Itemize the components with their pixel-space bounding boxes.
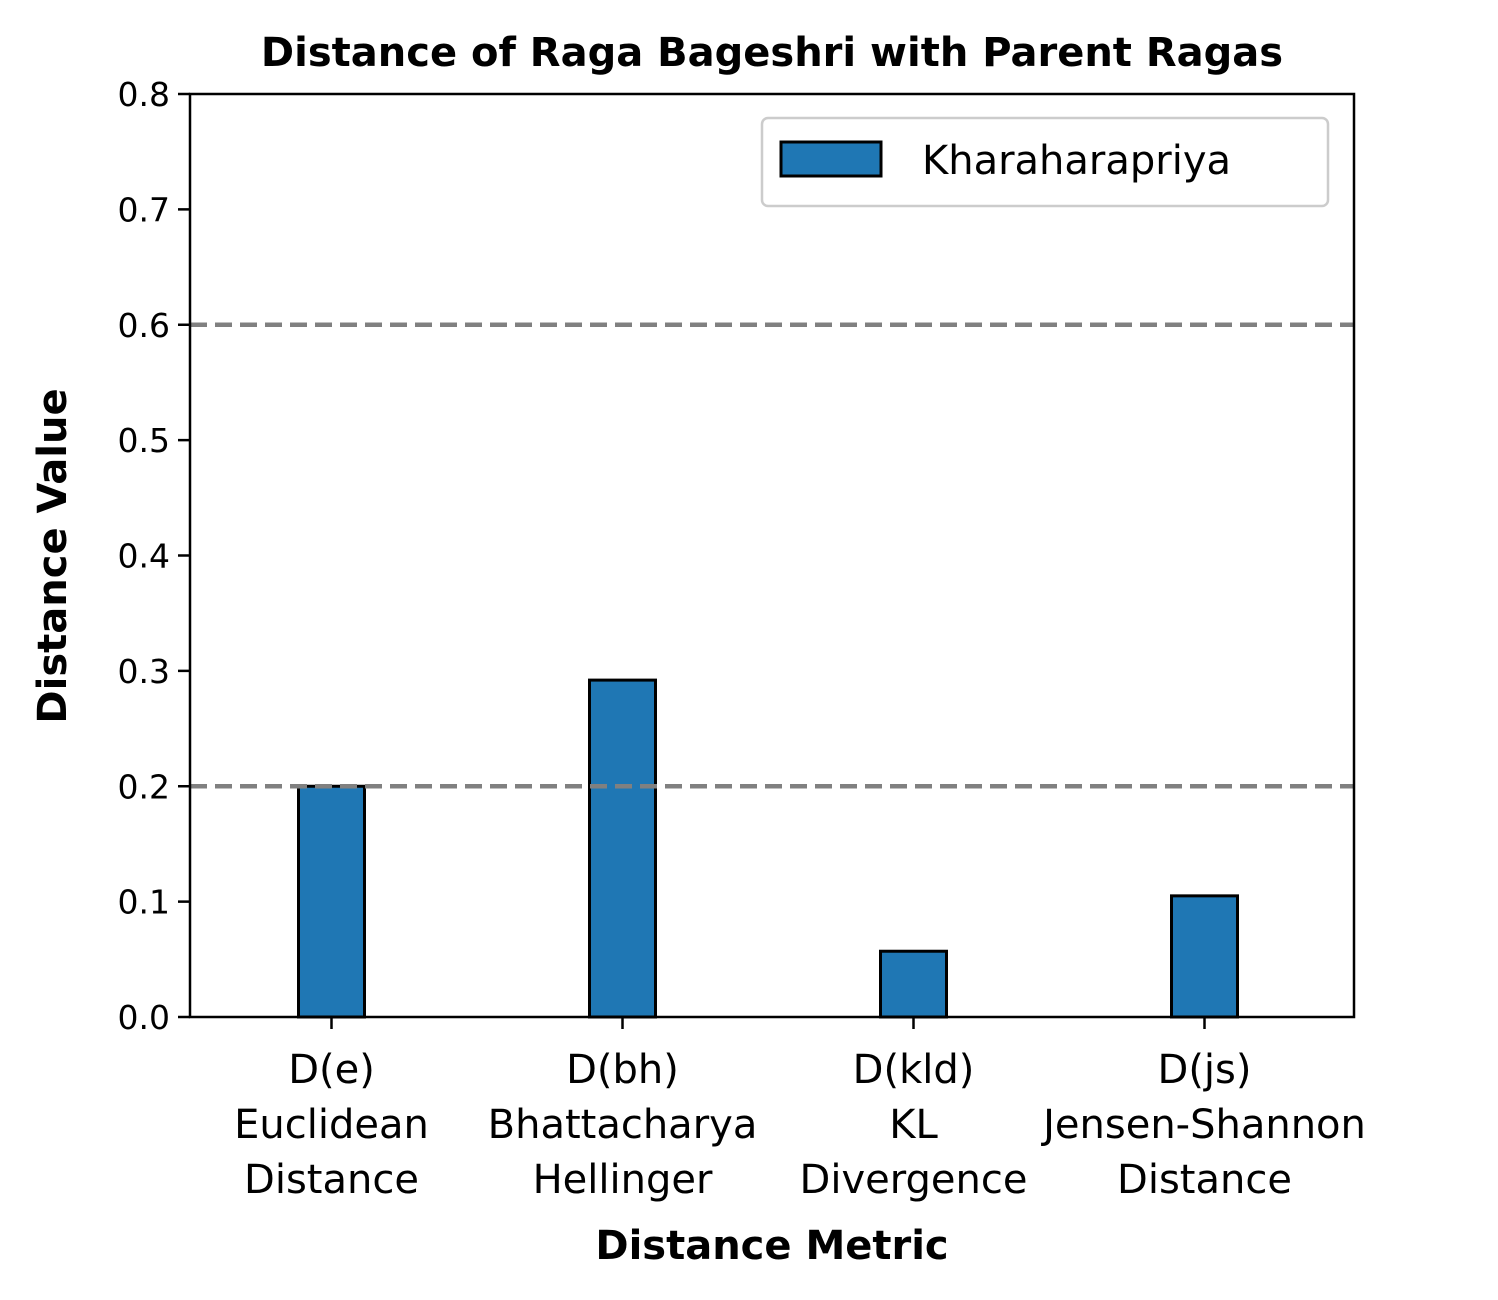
y-tick-label: 0.3 — [118, 652, 170, 691]
x-tick-label-line: D(e) — [288, 1047, 375, 1093]
x-tick-label: D(e) Euclidean Distance — [234, 1047, 429, 1203]
legend: Kharaharapriya — [760, 116, 1330, 208]
x-tick-label-line: Divergence — [800, 1157, 1028, 1203]
x-tick-label-line: Hellinger — [533, 1157, 713, 1203]
x-tick-label-line: Euclidean — [234, 1102, 429, 1148]
y-tick-label: 0.6 — [118, 306, 170, 345]
y-tick-label: 0.2 — [118, 767, 170, 806]
legend-swatch — [779, 140, 883, 178]
y-axis-label: Distance Value — [30, 388, 76, 723]
y-tick-label: 0.1 — [118, 883, 170, 922]
x-tick-label: D(kld) KL Divergence — [800, 1047, 1028, 1203]
legend-label: Kharaharapriya — [922, 138, 1231, 184]
x-tick-label: D(js) Jensen-Shannon Distance — [1040, 1047, 1366, 1203]
chart-title: Distance of Raga Bageshri with Parent Ra… — [261, 30, 1283, 76]
y-tick-label: 0.8 — [118, 75, 170, 114]
y-tick-label: 0.4 — [118, 537, 170, 576]
legend-box — [760, 116, 1330, 208]
plot-area: 0.0 0.1 0.2 0.3 0.4 0.5 0.6 0.7 0.8 D(e) Euclidean… — [118, 75, 1366, 1203]
x-tick-label-line: Distance — [244, 1157, 419, 1203]
y-tick-label: 0.0 — [118, 998, 170, 1037]
bar — [588, 678, 657, 1019]
y-tick-label: 0.5 — [118, 421, 170, 460]
x-tick-label-line: D(bh) — [566, 1047, 679, 1093]
y-tick-label: 0.7 — [118, 190, 170, 229]
x-tick-label-line: Jensen-Shannon — [1040, 1102, 1366, 1148]
x-tick-label-line: D(js) — [1158, 1047, 1252, 1093]
x-tick-label-line: Bhattacharya — [488, 1102, 758, 1148]
bar — [297, 784, 366, 1019]
x-axis-label: Distance Metric — [595, 1223, 948, 1269]
bar — [879, 949, 948, 1019]
bar — [1170, 894, 1239, 1019]
x-tick-label-line: Distance — [1117, 1157, 1292, 1203]
x-tick-label: D(bh) Bhattacharya Hellinger — [488, 1047, 758, 1203]
x-tick-label-line: D(kld) — [853, 1047, 975, 1093]
x-tick-label-line: KL — [889, 1102, 938, 1148]
